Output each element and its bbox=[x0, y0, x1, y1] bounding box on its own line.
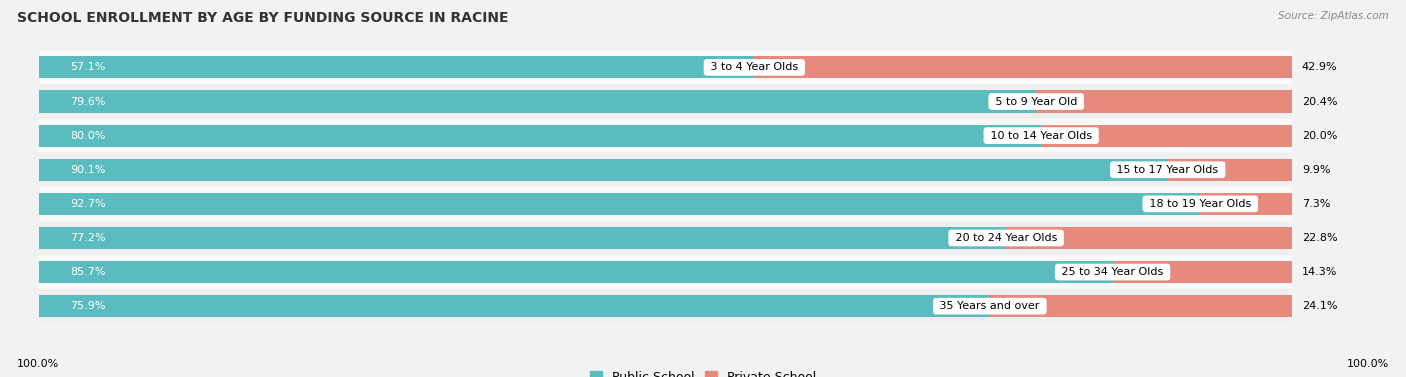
Bar bbox=[1112, 261, 1292, 283]
Text: 42.9%: 42.9% bbox=[1302, 63, 1337, 72]
Bar bbox=[39, 193, 1201, 215]
FancyBboxPatch shape bbox=[39, 85, 1292, 118]
Bar bbox=[1201, 193, 1292, 215]
Bar bbox=[39, 227, 1007, 249]
Bar bbox=[39, 295, 990, 317]
Text: 20.0%: 20.0% bbox=[1302, 130, 1337, 141]
Bar bbox=[755, 56, 1292, 78]
Text: SCHOOL ENROLLMENT BY AGE BY FUNDING SOURCE IN RACINE: SCHOOL ENROLLMENT BY AGE BY FUNDING SOUR… bbox=[17, 11, 509, 25]
Text: 10 to 14 Year Olds: 10 to 14 Year Olds bbox=[987, 130, 1095, 141]
Text: 5 to 9 Year Old: 5 to 9 Year Old bbox=[991, 97, 1081, 107]
Text: 20.4%: 20.4% bbox=[1302, 97, 1337, 107]
Text: 90.1%: 90.1% bbox=[70, 165, 105, 175]
FancyBboxPatch shape bbox=[39, 51, 1292, 84]
Text: 9.9%: 9.9% bbox=[1302, 165, 1330, 175]
Text: 100.0%: 100.0% bbox=[17, 359, 59, 369]
Bar bbox=[39, 90, 1036, 113]
Bar bbox=[39, 159, 1168, 181]
Bar bbox=[1007, 227, 1292, 249]
Text: 24.1%: 24.1% bbox=[1302, 301, 1337, 311]
Text: 85.7%: 85.7% bbox=[70, 267, 105, 277]
Bar bbox=[39, 56, 755, 78]
Text: 14.3%: 14.3% bbox=[1302, 267, 1337, 277]
FancyBboxPatch shape bbox=[39, 255, 1292, 289]
Text: 77.2%: 77.2% bbox=[70, 233, 105, 243]
Bar bbox=[39, 261, 1112, 283]
Text: 100.0%: 100.0% bbox=[1347, 359, 1389, 369]
Text: 18 to 19 Year Olds: 18 to 19 Year Olds bbox=[1146, 199, 1254, 209]
Text: 35 Years and over: 35 Years and over bbox=[936, 301, 1043, 311]
FancyBboxPatch shape bbox=[39, 289, 1292, 323]
Text: 57.1%: 57.1% bbox=[70, 63, 105, 72]
Text: 80.0%: 80.0% bbox=[70, 130, 105, 141]
Text: 25 to 34 Year Olds: 25 to 34 Year Olds bbox=[1059, 267, 1167, 277]
Text: 75.9%: 75.9% bbox=[70, 301, 105, 311]
FancyBboxPatch shape bbox=[39, 153, 1292, 187]
Text: 3 to 4 Year Olds: 3 to 4 Year Olds bbox=[707, 63, 801, 72]
Text: 7.3%: 7.3% bbox=[1302, 199, 1330, 209]
Bar bbox=[990, 295, 1292, 317]
Text: 92.7%: 92.7% bbox=[70, 199, 105, 209]
Text: 79.6%: 79.6% bbox=[70, 97, 105, 107]
FancyBboxPatch shape bbox=[39, 119, 1292, 153]
Legend: Public School, Private School: Public School, Private School bbox=[585, 366, 821, 377]
FancyBboxPatch shape bbox=[39, 187, 1292, 221]
Bar bbox=[1168, 159, 1292, 181]
Text: Source: ZipAtlas.com: Source: ZipAtlas.com bbox=[1278, 11, 1389, 21]
Text: 15 to 17 Year Olds: 15 to 17 Year Olds bbox=[1114, 165, 1222, 175]
Bar bbox=[39, 124, 1042, 147]
Bar bbox=[1036, 90, 1292, 113]
FancyBboxPatch shape bbox=[39, 221, 1292, 255]
Bar bbox=[1042, 124, 1292, 147]
Text: 20 to 24 Year Olds: 20 to 24 Year Olds bbox=[952, 233, 1060, 243]
Text: 22.8%: 22.8% bbox=[1302, 233, 1337, 243]
